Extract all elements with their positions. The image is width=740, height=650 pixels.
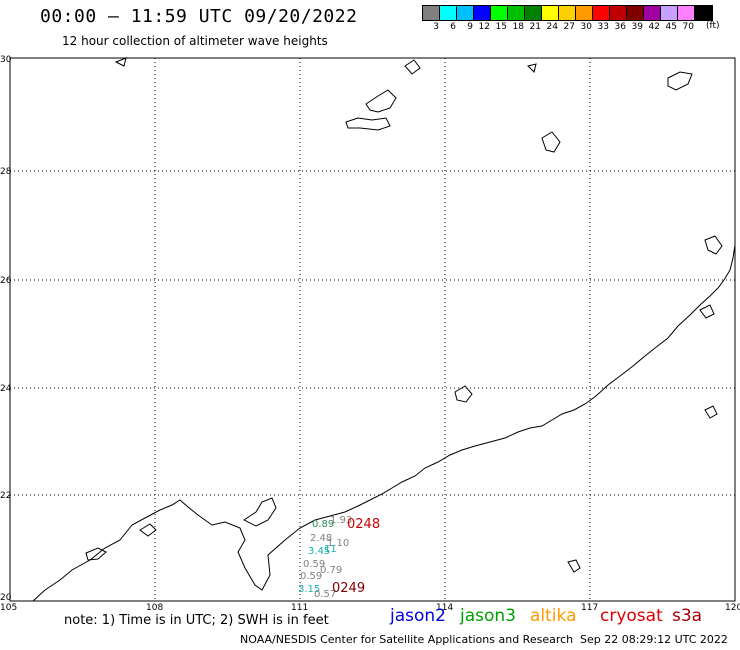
map-frame	[9, 57, 736, 602]
wave-value: 0.59	[300, 571, 322, 582]
wave-value: 0.57	[314, 589, 336, 600]
color-swatch	[661, 6, 678, 20]
lat-label-30: 30	[0, 55, 12, 65]
color-swatch	[678, 6, 695, 20]
color-scale-label: 30	[580, 22, 592, 32]
lat-label-28: 28	[0, 167, 12, 177]
credit-line: NOAA/NESDIS Center for Satellite Applica…	[240, 633, 574, 646]
wave-value: 2.48	[310, 533, 332, 544]
map-gridlines	[10, 58, 735, 601]
legend-s3a: s3a	[672, 606, 703, 626]
color-swatch	[610, 6, 627, 20]
map-title: 00:00 – 11:59 UTC 09/20/2022	[40, 6, 358, 27]
color-swatch	[593, 6, 610, 20]
wave-value: 0.89	[312, 519, 334, 530]
color-scale-label: 39	[631, 22, 643, 32]
color-scale-labels: 3 6 9 12 15 18 21 24 27 30 33 36 39 42 45 70	[422, 22, 713, 32]
color-swatch	[559, 6, 576, 20]
color-swatch	[576, 6, 593, 20]
lat-label-24: 24	[0, 384, 12, 394]
axis-labels: 105 108 111 114 117 120 30 28 26 24 22 2…	[0, 55, 740, 613]
color-scale-swatches	[422, 5, 713, 21]
color-scale-label: 24	[546, 22, 558, 32]
lat-label-20: 20	[0, 593, 12, 603]
coastline	[32, 57, 736, 602]
color-swatch	[491, 6, 508, 20]
color-scale-unit: (ft)	[706, 21, 720, 31]
wave-value: 3.45	[308, 546, 330, 557]
color-scale-label: 3	[433, 22, 439, 32]
color-scale-label: 18	[512, 22, 524, 32]
legend-altika: altika	[530, 606, 577, 626]
lat-label-22: 22	[0, 491, 11, 501]
pass-time-label: 0249	[332, 581, 365, 596]
generation-timestamp: Sep 22 08:29:12 UTC 2022	[580, 633, 728, 646]
color-swatch	[457, 6, 474, 20]
legend-jason3: jason3	[460, 606, 516, 626]
wave-value: 1.93	[330, 515, 352, 526]
color-scale-label: 9	[467, 22, 473, 32]
color-scale-label: 45	[665, 22, 677, 32]
color-swatch	[644, 6, 661, 20]
lon-label-105: 105	[0, 603, 17, 613]
lat-label-26: 26	[0, 276, 12, 286]
wave-value: 1.10	[327, 538, 349, 549]
color-swatch	[508, 6, 525, 20]
color-swatch	[474, 6, 491, 20]
color-scale-label: 27	[563, 22, 575, 32]
color-scale-label: 33	[597, 22, 609, 32]
lon-label-120: 120	[725, 603, 740, 613]
wave-value: 0.59	[303, 559, 325, 570]
color-swatch	[423, 6, 440, 20]
map-note: note: 1) Time is in UTC; 2) SWH is in fe…	[64, 613, 329, 628]
legend-cryosat: cryosat	[600, 606, 663, 626]
wave-value: 3.15	[298, 584, 320, 595]
color-swatch	[542, 6, 559, 20]
color-swatch	[525, 6, 542, 20]
pass-time-labels: 0248 0249	[332, 517, 380, 596]
color-scale-label: 70	[682, 22, 694, 32]
map-subtitle: 12 hour collection of altimeter wave hei…	[62, 34, 328, 48]
wave-height-observations: 0.89 1.93 2.48 1.10 3.45 11 0.59 0.79 0.…	[298, 515, 352, 600]
legend-jason2: jason2	[390, 606, 446, 626]
pass-time-label: 0248	[347, 517, 380, 532]
color-swatch	[695, 6, 712, 20]
color-swatch	[627, 6, 644, 20]
lon-label-111: 111	[291, 603, 308, 613]
wave-value: 0.79	[320, 565, 342, 576]
color-scale-label: 42	[648, 22, 660, 32]
wave-value: 11	[324, 544, 337, 555]
lon-label-108: 108	[146, 603, 163, 613]
lon-label-117: 117	[581, 603, 598, 613]
color-scale-label: 36	[614, 22, 626, 32]
color-scale-label: 15	[495, 22, 507, 32]
color-scale-label: 6	[450, 22, 456, 32]
lon-label-114: 114	[436, 603, 453, 613]
wave-height-color-scale: 3 6 9 12 15 18 21 24 27 30 33 36 39 42 45 70	[422, 5, 713, 32]
color-scale-label: 21	[529, 22, 541, 32]
color-swatch	[440, 6, 457, 20]
color-scale-label: 12	[478, 22, 490, 32]
